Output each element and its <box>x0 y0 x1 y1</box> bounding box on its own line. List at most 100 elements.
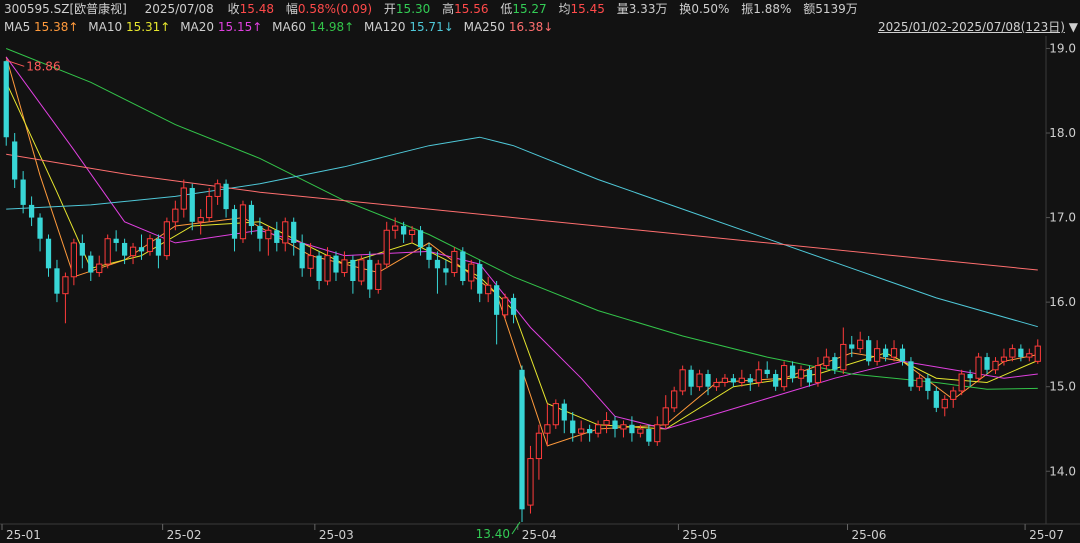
candle <box>54 259 60 303</box>
candle <box>214 179 221 205</box>
candle-body <box>950 390 957 400</box>
high-label: 高 <box>442 2 455 16</box>
x-axis-ticks: 25-01 25-02 25-03 25-04 25-05 25-06 25-07 <box>1 524 1064 542</box>
low-value: 15.27 <box>512 2 547 16</box>
candle-body <box>383 229 390 265</box>
date-range-text[interactable]: 2025/01/02-2025/07/08(123日) <box>878 20 1065 34</box>
candle <box>257 217 263 252</box>
date-range-selector[interactable]: 2025/01/02-2025/07/08(123日) ▼ <box>878 18 1078 36</box>
low-pointer <box>511 521 521 535</box>
candle <box>231 204 238 252</box>
candle-body <box>79 242 85 256</box>
candle <box>468 259 475 290</box>
ma250-line <box>6 153 1038 271</box>
candle-body <box>544 424 551 434</box>
candle <box>755 361 762 387</box>
candle <box>570 412 576 442</box>
candle-body <box>129 246 137 257</box>
candle-body <box>629 424 635 434</box>
candle <box>401 221 407 243</box>
candle <box>1018 344 1024 362</box>
candle <box>519 365 525 522</box>
candle <box>28 196 35 227</box>
x-tick-label: 25-05 <box>682 528 717 542</box>
candle-body <box>620 424 627 430</box>
candle <box>866 335 872 366</box>
candle-body <box>594 424 602 434</box>
candle-body <box>780 365 788 388</box>
candle <box>248 200 255 235</box>
candle <box>434 251 441 294</box>
candle <box>88 251 94 281</box>
candle-body <box>814 365 822 383</box>
candle <box>163 217 170 260</box>
ma120-line <box>6 136 1038 328</box>
candle-body <box>45 238 52 269</box>
candle <box>696 369 703 391</box>
candle-body <box>443 268 449 273</box>
candle <box>180 179 187 218</box>
candle <box>899 344 906 366</box>
candle-body <box>1034 345 1041 362</box>
candle <box>730 374 737 387</box>
candle-body <box>738 377 745 383</box>
candle <box>138 234 145 260</box>
candle-body <box>755 369 762 383</box>
candle <box>840 327 847 375</box>
candle <box>70 238 77 286</box>
candle-body <box>417 230 424 248</box>
amplitude-value: 1.88% <box>753 2 792 16</box>
candle-body <box>248 204 255 227</box>
candle-body <box>519 369 525 510</box>
candle-body <box>189 187 195 222</box>
candle-body <box>967 374 973 379</box>
candle-body <box>501 297 509 316</box>
candle-body <box>434 259 441 269</box>
candle-body <box>646 428 652 442</box>
candle <box>155 234 162 269</box>
candle <box>510 293 517 324</box>
candle <box>12 133 18 188</box>
candle-body <box>721 377 729 383</box>
candle-body <box>113 238 119 243</box>
candle-body <box>291 221 297 243</box>
candle <box>797 365 805 387</box>
x-tick-label: 25-06 <box>852 528 887 542</box>
candle <box>485 276 492 303</box>
candle-body <box>37 217 43 239</box>
candle-body <box>54 268 60 294</box>
close-label: 收 <box>227 2 240 16</box>
candle-body <box>823 356 830 367</box>
candle <box>501 293 509 320</box>
candle-body <box>941 398 948 409</box>
candle-body <box>155 238 162 256</box>
candle <box>121 238 128 265</box>
candle <box>3 60 9 146</box>
candle-body <box>231 209 238 239</box>
candle <box>612 416 618 438</box>
close-value: 15.48 <box>239 2 275 16</box>
candle <box>992 357 999 375</box>
candle-body <box>925 378 931 391</box>
candle <box>738 369 745 387</box>
candle-body <box>62 276 69 295</box>
candle <box>79 234 85 269</box>
amount-label: 额 <box>803 2 816 16</box>
candle <box>45 234 52 277</box>
candle <box>646 424 652 446</box>
candle-body <box>367 259 373 290</box>
volume-label: 量 <box>616 2 629 16</box>
candle-body <box>451 250 458 274</box>
candle <box>146 234 154 256</box>
high-value: 15.56 <box>454 2 489 16</box>
x-tick-label: 25-01 <box>6 528 41 542</box>
chevron-down-icon[interactable]: ▼ <box>1068 20 1078 34</box>
candle-body <box>671 390 678 409</box>
candle <box>426 242 432 269</box>
candle-body <box>20 179 26 205</box>
stock-code: 300595.SZ[欧普康视] <box>4 2 127 16</box>
candle-body <box>333 255 339 273</box>
y-tick-label: 16.0 <box>1049 295 1076 309</box>
candle <box>451 247 458 277</box>
